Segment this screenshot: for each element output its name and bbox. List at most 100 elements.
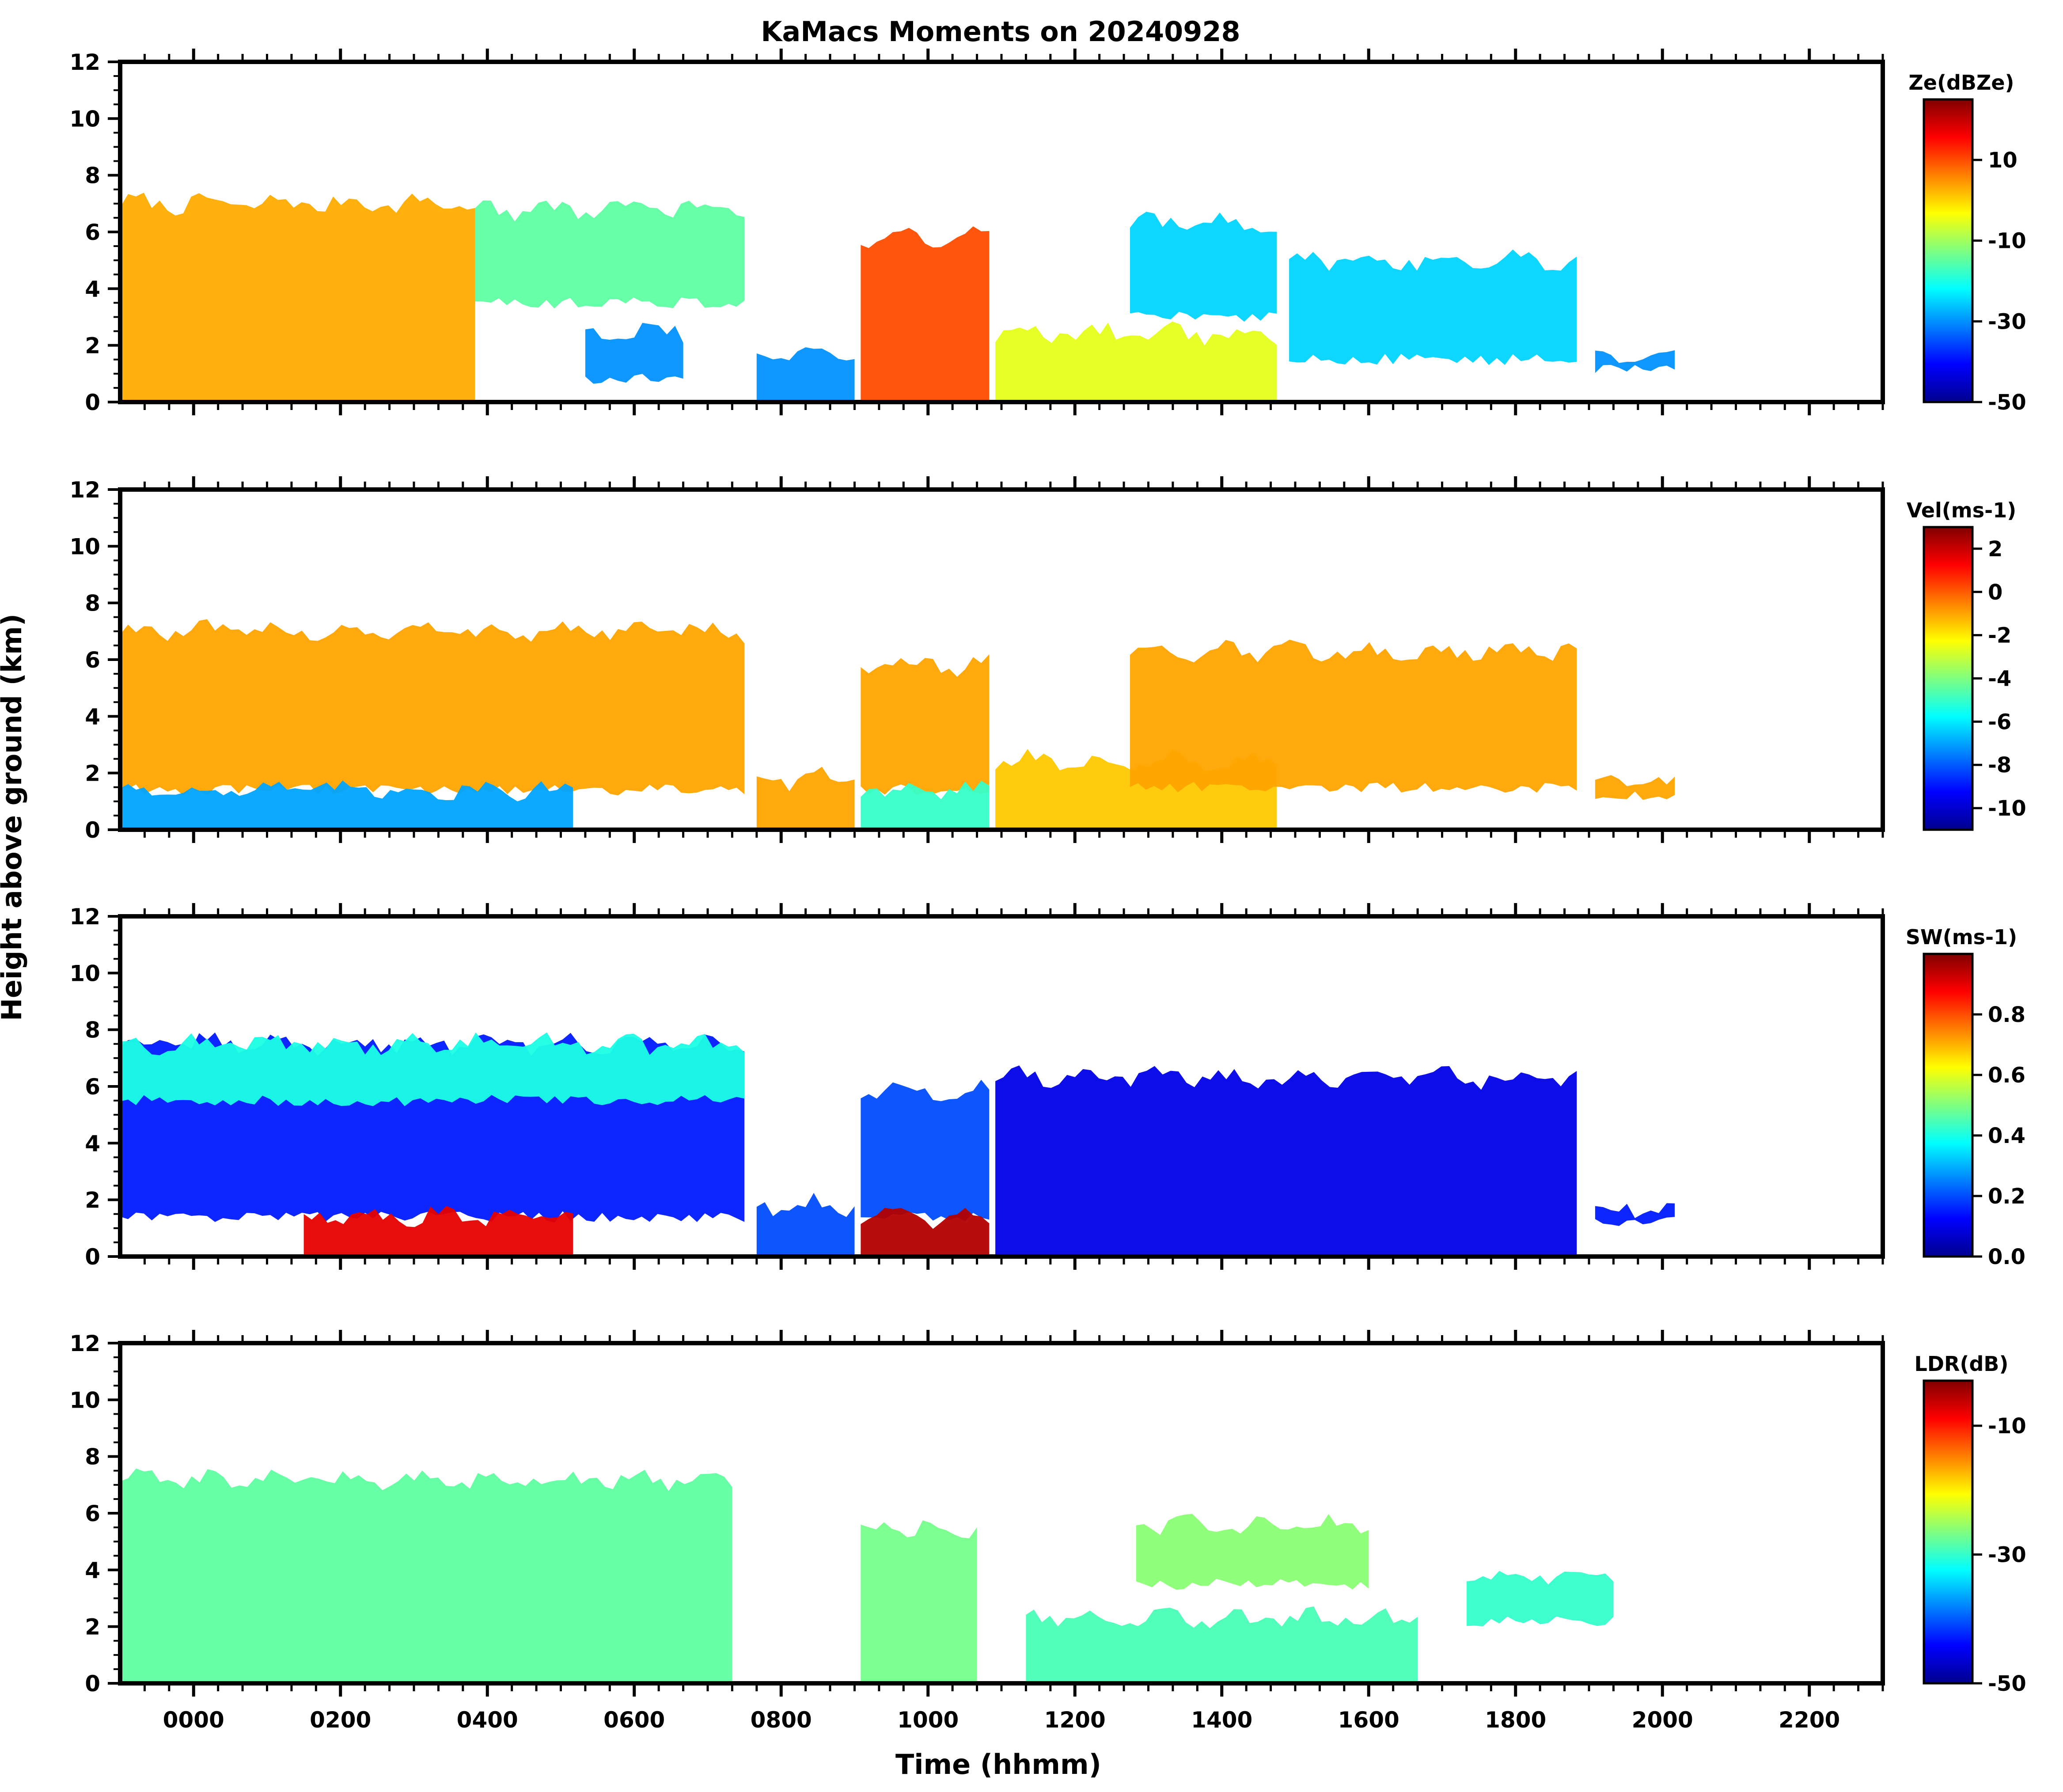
- spectrum_width-y-tick-label: 0: [85, 1244, 100, 1270]
- velocity-y-tick-label: 6: [85, 647, 100, 673]
- velocity-cloud-region: [756, 767, 855, 830]
- ldr-colorbar-tick-label: -10: [1988, 1414, 2026, 1439]
- x-tick-label: 1000: [897, 1707, 959, 1733]
- velocity-y-tick-label: 10: [69, 534, 100, 559]
- spectrum_width-y-tick-label: 2: [85, 1188, 100, 1213]
- velocity-colorbar-tick-label: -4: [1988, 667, 2011, 691]
- x-tick-label: 1800: [1485, 1707, 1546, 1733]
- ldr-colorbar: [1923, 1379, 1974, 1685]
- ldr-cloud-region: [1136, 1514, 1369, 1590]
- reflectivity-cloud-region: [1130, 212, 1277, 322]
- velocity-y-tick-label: 4: [85, 704, 100, 729]
- velocity-cloud-region: [1130, 639, 1577, 793]
- reflectivity-cloud-region: [1289, 249, 1577, 365]
- ldr-y-tick-label: 10: [69, 1387, 100, 1413]
- ldr-colorbar-label: LDR(dB): [1915, 1352, 2009, 1376]
- reflectivity-colorbar-tick-label: -30: [1988, 309, 2026, 334]
- panel-spectrum_width: 0 2 4 6 8 10 12 SW(ms-1) 0.8 0.6 0.4 0.2 0.0: [69, 903, 2025, 1270]
- spectrum_width-colorbar-tick-label: 0.8: [1988, 1002, 2025, 1027]
- chart-title: KaMacs Moments on 20240928: [761, 15, 1240, 48]
- reflectivity-y-tick-label: 2: [85, 333, 100, 359]
- ldr-y-tick-label: 12: [69, 1331, 100, 1356]
- spectrum_width-y-tick-label: 12: [69, 904, 100, 930]
- x-tick-label: 0400: [457, 1707, 518, 1733]
- velocity-colorbar: [1923, 526, 1974, 831]
- velocity-y-tick-label: 12: [69, 477, 100, 503]
- reflectivity-cloud-region: [120, 193, 475, 402]
- velocity-y-tick-label: 0: [85, 817, 100, 843]
- ldr-colorbar-tick-label: -50: [1988, 1671, 2026, 1696]
- ldr-cloud-region: [1026, 1606, 1418, 1683]
- spectrum_width-colorbar-label: SW(ms-1): [1906, 925, 2017, 949]
- reflectivity-y-tick-label: 6: [85, 220, 100, 245]
- ldr-y-tick-label: 6: [85, 1501, 100, 1526]
- spectrum_width-colorbar-tick-label: 0.2: [1988, 1184, 2025, 1209]
- spectrum_width-y-tick-label: 8: [85, 1017, 100, 1043]
- spectrum_width-y-tick-label: 10: [69, 961, 100, 986]
- x-tick-label: 0200: [310, 1707, 371, 1733]
- x-tick-label: 2000: [1632, 1707, 1693, 1733]
- velocity-cloud-region: [120, 619, 745, 796]
- velocity-y-tick-label: 2: [85, 761, 100, 786]
- spectrum_width-cloud-region: [861, 1079, 990, 1221]
- velocity-cloud-region: [1595, 775, 1675, 800]
- spectrum_width-cloud-region: [1595, 1203, 1675, 1226]
- velocity-colorbar-label: Vel(ms-1): [1907, 498, 2017, 522]
- velocity-cloud-region: [861, 654, 990, 795]
- reflectivity-y-tick-label: 0: [85, 390, 100, 415]
- spectrum_width-cloud-region: [861, 1207, 990, 1257]
- spectrum_width-y-tick-label: 4: [85, 1131, 100, 1156]
- ldr-y-tick-label: 0: [85, 1671, 100, 1697]
- x-tick-label: 2200: [1779, 1707, 1840, 1733]
- ldr-cloud-region: [1466, 1571, 1614, 1626]
- x-axis-label: Time (hhmm): [895, 1748, 1101, 1781]
- velocity-colorbar-tick-label: -10: [1988, 796, 2026, 821]
- y-axis-label: Height above ground (km): [0, 614, 28, 1021]
- ldr-cloud-region: [120, 1468, 732, 1683]
- reflectivity-colorbar-tick-label: -50: [1988, 390, 2026, 415]
- velocity-colorbar-tick-label: 0: [1988, 580, 2002, 605]
- velocity-colorbar-tick-label: -2: [1988, 623, 2011, 648]
- reflectivity-colorbar-label: Ze(dBZe): [1908, 71, 2014, 95]
- x-tick-label: 0800: [751, 1707, 812, 1733]
- velocity-cloud-region: [995, 749, 1277, 830]
- reflectivity-colorbar-tick-label: -10: [1988, 229, 2026, 254]
- reflectivity-cloud-region: [861, 226, 990, 402]
- x-tick-label: 0000: [163, 1707, 224, 1733]
- x-tick-label: 1400: [1191, 1707, 1252, 1733]
- ldr-cloud-region: [861, 1520, 977, 1683]
- ldr-y-tick-label: 4: [85, 1557, 100, 1583]
- spectrum_width-cloud-region: [303, 1206, 573, 1257]
- panel-velocity: 0 2 4 6 8 10 12 Vel(ms-1) 2 0 -2 -4 -6 -8 -10: [69, 476, 2026, 843]
- reflectivity-y-tick-label: 8: [85, 163, 100, 189]
- panel-reflectivity: 0 2 4 6 8 10 12 Ze(dBZe) 10 -10 -30 -50: [69, 49, 2026, 415]
- spectrum_width-cloud-region: [995, 1065, 1577, 1257]
- velocity-cloud-region: [120, 780, 573, 830]
- ldr-colorbar-tick-label: -30: [1988, 1543, 2026, 1568]
- reflectivity-y-tick-label: 4: [85, 276, 100, 302]
- ldr-y-tick-label: 2: [85, 1614, 100, 1640]
- velocity-y-tick-label: 8: [85, 591, 100, 616]
- x-tick-label: 0600: [603, 1707, 665, 1733]
- x-tick-label: 1600: [1338, 1707, 1399, 1733]
- spectrum_width-colorbar-tick-label: 0.6: [1988, 1063, 2025, 1088]
- velocity-colorbar-tick-label: -6: [1988, 710, 2011, 734]
- reflectivity-cloud-region: [585, 323, 683, 384]
- reflectivity-colorbar: [1923, 98, 1974, 403]
- velocity-colorbar-tick-label: 2: [1988, 537, 2002, 562]
- velocity-cloud-region: [861, 781, 990, 830]
- spectrum_width-colorbar-tick-label: 0.4: [1988, 1124, 2025, 1148]
- spectrum_width-colorbar: [1923, 953, 1974, 1258]
- reflectivity-y-tick-label: 12: [69, 49, 100, 75]
- x-tick-label: 1200: [1044, 1707, 1106, 1733]
- spectrum_width-colorbar-tick-label: 0.0: [1988, 1245, 2025, 1269]
- reflectivity-cloud-region: [1595, 350, 1675, 373]
- reflectivity-cloud-region: [475, 200, 745, 309]
- velocity-colorbar-tick-label: -8: [1988, 753, 2011, 778]
- ldr-y-tick-label: 8: [85, 1444, 100, 1470]
- reflectivity-cloud-region: [995, 321, 1277, 402]
- reflectivity-y-tick-label: 10: [69, 106, 100, 132]
- spectrum_width-cloud-region: [756, 1193, 855, 1257]
- reflectivity-colorbar-tick-label: 10: [1988, 148, 2017, 173]
